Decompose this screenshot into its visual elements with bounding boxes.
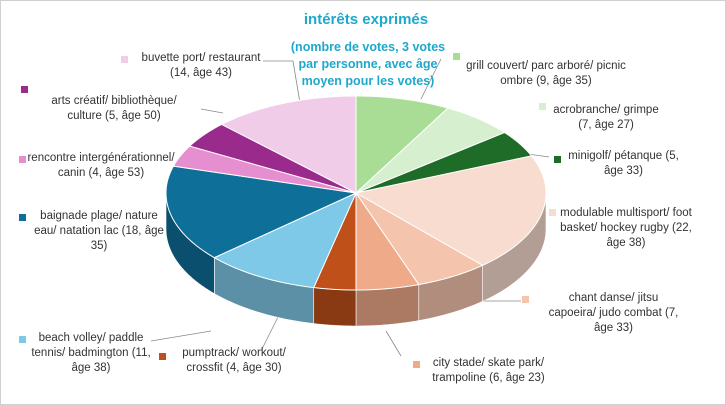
pie-slice: [172, 145, 357, 194]
slice-label: minigolf/ pétanque (5, âge 33): [568, 150, 679, 177]
pie-slice: [220, 95, 357, 194]
pie-side: [313, 287, 357, 327]
slice-label: chant danse/ jitsu capoeira/ judo combat…: [548, 292, 679, 334]
slice-label: acrobranche/ grimpe (7, âge 27): [553, 104, 659, 131]
leader-line: [385, 330, 402, 357]
pie-slice: [188, 123, 357, 194]
slice-label: grill couvert/ parc arboré/ picnic ombre…: [466, 60, 626, 87]
pie-slice: [355, 191, 420, 291]
pie-slice: [355, 131, 533, 194]
legend-swatch: [549, 209, 556, 216]
pie-side: [355, 284, 420, 327]
pie-sides: [165, 192, 547, 327]
pie-slice: [355, 192, 484, 286]
leader-line: [420, 58, 442, 100]
slice-label: arts créatif/ bibliothèque/ culture (5, …: [51, 95, 177, 122]
pie-slice: [355, 107, 506, 194]
legend-swatch: [19, 156, 26, 163]
pie-slice: [354, 155, 547, 266]
legend-swatch: [539, 103, 546, 110]
legend-swatch: [522, 296, 529, 303]
legend-swatch: [554, 156, 561, 163]
pie-slice: [355, 95, 449, 195]
pie-slice: [165, 165, 358, 259]
slice-label: baignade plage/ nature eau/ natation lac…: [34, 210, 164, 252]
legend-swatch: [121, 56, 128, 63]
legend-swatch: [21, 86, 28, 93]
pie-tops: [165, 95, 547, 291]
slice-label: rencontre intergénérationnel/ canin (4, …: [27, 152, 175, 179]
slice-label: pumptrack/ workout/ crossfit (4, âge 30): [182, 347, 286, 374]
slice-label: city stade/ skate park/ trampoline (6, â…: [432, 357, 545, 384]
legend-swatch: [413, 361, 420, 368]
leader-line: [200, 108, 224, 114]
legend-swatch: [19, 214, 26, 221]
chart-title: intérêts exprimés: [303, 11, 429, 28]
slice-label: modulable multisport/ foot basket/ hocke…: [560, 207, 692, 249]
pie-slice: [213, 191, 357, 289]
slice-label: beach volley/ paddle tennis/ badmington …: [31, 332, 151, 374]
leader-line: [150, 330, 212, 342]
slice-label: buvette port/ restaurant (14, âge 43): [141, 52, 261, 79]
legend-swatch: [159, 353, 166, 360]
legend-swatch: [19, 336, 26, 343]
chart-subtitle: (nombre de votes, 3 votes par personne, …: [290, 40, 446, 88]
legend-swatch: [453, 53, 460, 60]
leader-line: [263, 60, 302, 110]
